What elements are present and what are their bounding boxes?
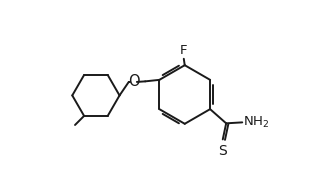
Text: O: O <box>128 74 139 89</box>
Text: F: F <box>180 44 187 57</box>
Text: NH$_2$: NH$_2$ <box>243 115 270 130</box>
Text: S: S <box>218 144 227 158</box>
